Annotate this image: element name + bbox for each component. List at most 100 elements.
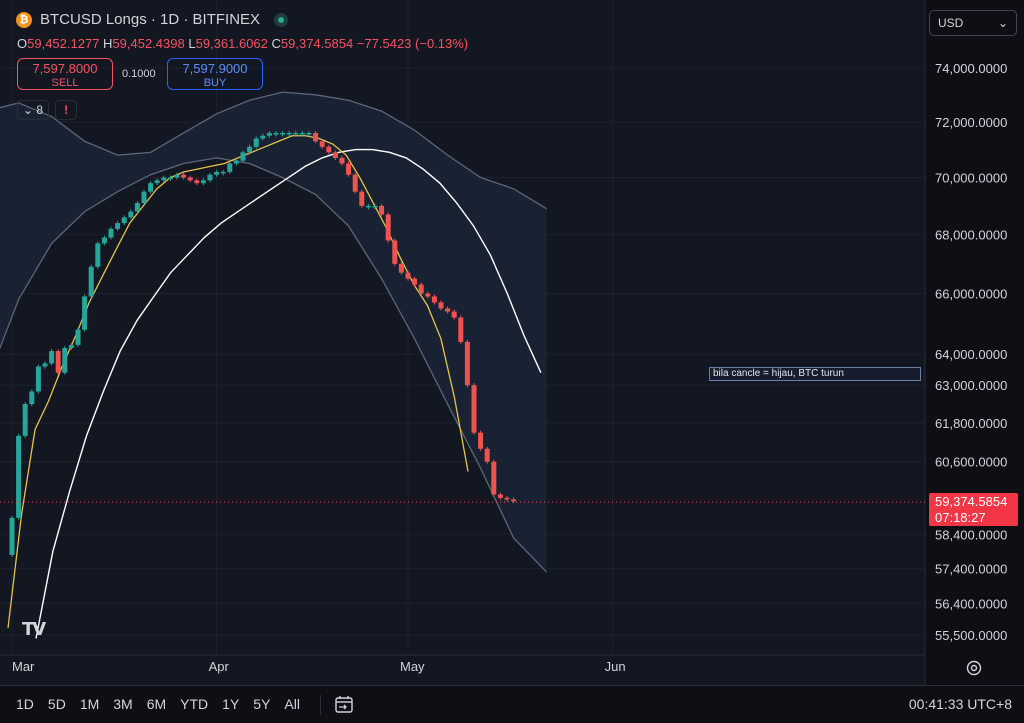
price-chart[interactable]: 74,000.0000 72,000.0000 70,000.0000 68,000.… xyxy=(0,0,1024,685)
candle-body xyxy=(359,191,365,206)
range-ytd-button[interactable]: YTD xyxy=(180,696,209,712)
sell-price: 7,597.8000 xyxy=(32,61,98,76)
candle-body xyxy=(62,347,68,373)
currency-select[interactable]: USD ⌄ xyxy=(929,10,1017,36)
candle-body xyxy=(458,317,464,342)
candle-body xyxy=(352,174,358,192)
candle-body xyxy=(108,228,114,238)
candle-body xyxy=(35,366,41,392)
buy-label: BUY xyxy=(203,77,227,89)
candle-body xyxy=(372,205,378,208)
candle-body xyxy=(484,448,490,462)
candle-body xyxy=(339,157,345,164)
y-tick-label: 63,000.0000 xyxy=(935,378,1007,393)
y-tick-label: 58,400.0000 xyxy=(935,528,1007,543)
candle-body xyxy=(511,499,517,502)
candle-body xyxy=(227,163,233,172)
high-label: H xyxy=(103,36,113,51)
buy-button[interactable]: 7,597.9000 BUY xyxy=(167,58,263,90)
candle-body xyxy=(134,203,140,212)
candle-body xyxy=(9,517,15,555)
candle-body xyxy=(55,351,61,373)
y-tick-label: 64,000.0000 xyxy=(935,347,1007,362)
candle-body xyxy=(167,177,173,180)
candle-body xyxy=(365,205,371,208)
band-lower-line xyxy=(0,157,548,573)
chart-note-annotation[interactable]: bila cancle = hijau, BTC turun xyxy=(709,367,921,381)
x-tick-label: Jun xyxy=(605,659,626,674)
y-tick-label: 56,400.0000 xyxy=(935,596,1007,611)
x-tick-label: Apr xyxy=(209,659,230,674)
candle-body xyxy=(392,240,398,264)
candle-body xyxy=(299,132,305,135)
symbol-title: BTCUSD Longs · 1D · BITFINEX xyxy=(40,11,261,28)
y-tick-label: 72,000.0000 xyxy=(935,115,1007,130)
indicator-toolbar: ⌄ 8 ! xyxy=(17,100,78,120)
y-tick-label: 70,000.0000 xyxy=(935,171,1007,186)
candle-body xyxy=(42,363,48,367)
y-tick-label: 55,500.0000 xyxy=(935,628,1007,643)
price-axis-background xyxy=(925,0,1024,685)
x-tick-label: May xyxy=(400,659,425,674)
range-1d-button[interactable]: 1D xyxy=(16,696,34,712)
candle-body xyxy=(464,341,470,386)
range-all-button[interactable]: All xyxy=(284,696,300,712)
ohlc-readout: O59,452.1277 H59,452.4398 L59,361.6062 C… xyxy=(17,36,468,51)
tradingview-logo-icon[interactable]: TV xyxy=(22,619,46,640)
warning-icon[interactable]: ! xyxy=(55,100,78,120)
range-5y-button[interactable]: 5Y xyxy=(253,696,271,712)
chevron-down-icon: ⌄ xyxy=(997,16,1008,30)
candle-body xyxy=(319,141,325,147)
settings-gear-icon[interactable] xyxy=(965,659,983,677)
candle-body xyxy=(22,404,28,436)
y-tick-label: 68,000.0000 xyxy=(935,228,1007,243)
candle-body xyxy=(398,263,404,273)
bottom-toolbar: 1D 5D 1M 3M 6M YTD 1Y 5Y All 00:41:33 UTC+8 xyxy=(0,685,1024,723)
sell-label: SELL xyxy=(51,77,79,89)
open-label: O xyxy=(17,36,28,51)
candle-body xyxy=(174,174,180,178)
sell-button[interactable]: 7,597.8000 SELL xyxy=(17,58,113,90)
candle-body xyxy=(253,138,259,147)
range-3m-button[interactable]: 3M xyxy=(113,696,133,712)
bitcoin-icon: ₿ xyxy=(16,11,32,28)
candle-body xyxy=(101,237,107,244)
range-6m-button[interactable]: 6M xyxy=(146,696,167,712)
candle-body xyxy=(247,146,253,153)
candle-body xyxy=(280,132,286,135)
candle-body xyxy=(194,180,200,184)
candle-body xyxy=(141,191,147,204)
range-1y-button[interactable]: 1Y xyxy=(222,696,240,712)
symbol-header[interactable]: ₿ BTCUSD Longs · 1D · BITFINEX xyxy=(16,11,289,28)
candle-body xyxy=(332,152,338,158)
indicators-collapse-button[interactable]: ⌄ 8 xyxy=(17,100,50,120)
candle-body xyxy=(68,344,74,348)
range-5d-button[interactable]: 5D xyxy=(47,696,66,712)
candle-body xyxy=(273,132,279,135)
y-tick-label: 57,400.0000 xyxy=(935,562,1007,577)
last-price: 59,374.5854 xyxy=(935,494,1008,509)
candle-body xyxy=(82,296,88,330)
candle-body xyxy=(187,177,193,181)
candle-body xyxy=(88,266,94,297)
range-1m-button[interactable]: 1M xyxy=(79,696,100,712)
range-selector: 1D 5D 1M 3M 6M YTD 1Y 5Y All xyxy=(16,696,314,712)
candle-body xyxy=(16,435,22,518)
candle-body xyxy=(240,152,246,161)
last-price-badge: 59,374.5854 07:18:27 xyxy=(929,493,1018,526)
y-tick-label: 66,000.0000 xyxy=(935,286,1007,301)
candle-body xyxy=(115,223,121,229)
change-value: −77.5423 (−0.13%) xyxy=(356,36,469,51)
candle-body xyxy=(200,180,206,184)
close-value: 59,374.5854 xyxy=(280,36,354,51)
candle-body xyxy=(385,214,391,241)
utc-clock[interactable]: 00:41:33 UTC+8 xyxy=(908,696,1012,712)
go-to-date-icon[interactable] xyxy=(333,693,355,715)
candle-body xyxy=(75,329,81,345)
candle-body xyxy=(445,308,451,312)
candle-body xyxy=(207,174,213,181)
candle-body xyxy=(491,461,497,495)
order-quantity[interactable]: 0.1000 xyxy=(122,68,156,80)
x-tick-label: Mar xyxy=(12,659,35,674)
